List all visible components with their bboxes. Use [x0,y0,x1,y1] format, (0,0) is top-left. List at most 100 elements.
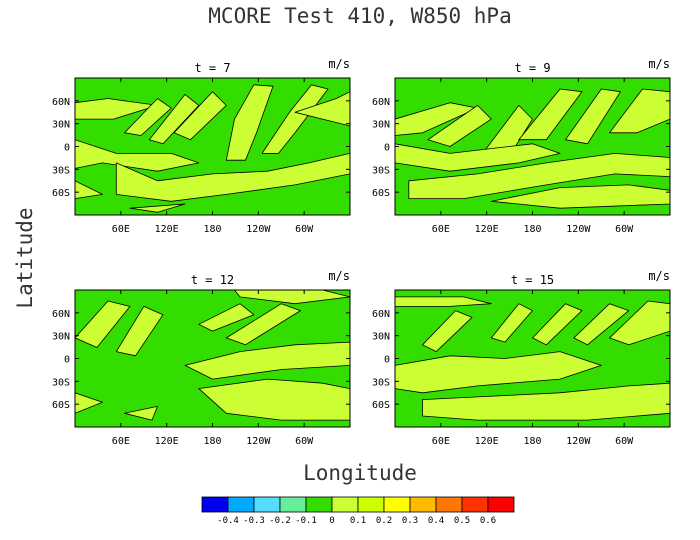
x-tick-label: 180 [523,224,541,235]
x-tick-label: 180 [203,436,221,447]
colorbar-label: 0.5 [454,516,470,526]
contour-region [234,290,350,305]
panel-units: m/s [328,57,350,71]
y-tick-label: 60N [372,97,390,108]
colorbar-swatch [409,496,437,513]
contour-region [124,98,172,136]
panel-units: m/s [328,269,350,283]
colorbar-swatch [487,496,515,513]
y-tick-label: 0 [384,355,390,366]
y-tick-label: 30N [372,120,390,131]
contour-region [573,303,630,346]
y-tick-label: 60S [52,400,70,411]
colorbar-swatch [383,496,411,513]
contour-region [609,88,670,134]
x-tick-label: 120W [566,436,591,447]
colorbar-swatch [461,496,489,513]
colorbar-label: -0.4 [217,516,239,526]
contour-region [75,300,131,348]
colorbar-label: -0.3 [243,516,265,526]
x-tick-label: 180 [203,224,221,235]
y-tick-label: 30N [372,332,390,343]
contour-region [427,105,492,147]
y-tick-label: 30N [52,120,70,131]
panel-units: m/s [648,269,670,283]
panel-2: t = 9 m/s 60E 120E 180 120W 60W 60N 30N 0 30S 60S [372,57,671,235]
y-tick-label: 60S [372,188,390,199]
x-tick-label: 60W [615,436,634,447]
contour-region [184,341,350,380]
y-tick-label: 0 [64,143,70,154]
contour-region [395,102,478,136]
x-tick-label: 60E [112,224,130,235]
x-tick-label: 120E [475,224,499,235]
y-axis-label: Latitude [13,207,37,308]
contour-region [75,139,200,172]
x-tick-label: 120E [155,224,179,235]
y-tick-label: 0 [384,143,390,154]
panel-title: t = 15 [511,273,554,287]
colorbar-swatch [227,496,255,513]
y-tick-label: 30S [52,165,70,176]
contour-region [294,91,350,127]
figure-title: MCORE Test 410, W850 hPa [208,4,511,28]
contour-region [115,152,350,202]
contour-region [198,378,350,421]
colorbar-swatch [357,496,385,513]
contour-region [75,392,103,414]
y-tick-label: 30N [52,332,70,343]
colorbar-swatch [279,496,307,513]
contour-fills [75,84,350,213]
contour-region [198,303,255,332]
x-tick-label: 60W [295,224,314,235]
colorbar-label: 0.6 [480,516,496,526]
panel-1: t = 7 m/s 60E 120E 180 120W 60W 60N 30N 0 30S 60S [52,57,351,235]
contour-region [609,300,670,346]
x-tick-label: 60E [432,436,450,447]
panel-title: t = 7 [194,61,230,75]
colorbar-label: 0.2 [376,516,392,526]
y-tick-label: 0 [64,355,70,366]
x-tick-label: 120E [155,436,179,447]
contour-region [148,94,200,145]
contour-region [408,152,670,200]
panel-4: t = 15 m/s 60E 120E 180 120W 60W 60N 30N 0 30S 60S [372,269,671,447]
y-tick-label: 60N [52,97,70,108]
contour-region [225,303,301,346]
x-tick-label: 60E [432,224,450,235]
x-tick-label: 180 [523,436,541,447]
x-tick-label: 60W [615,224,634,235]
contour-region [115,305,164,357]
colorbar-swatch [435,496,463,513]
x-tick-label: 60E [112,436,130,447]
colorbar-swatch [201,496,229,513]
contour-region [75,98,158,120]
contour-region [422,310,473,353]
contour-region [173,91,227,141]
y-tick-label: 60N [52,309,70,320]
contour-region [395,143,561,172]
panel-units: m/s [648,57,670,71]
colorbar-label: -0.1 [295,516,317,526]
x-tick-label: 120E [475,436,499,447]
contour-region [565,88,621,145]
x-tick-label: 120W [566,224,591,235]
contour-region [75,180,103,200]
colorbar-swatch [253,496,281,513]
colorbar-swatch [331,496,359,513]
y-tick-label: 30S [372,377,390,388]
contour-region [124,405,158,421]
contour-region [532,303,583,346]
x-axis-label: Longitude [303,461,417,485]
contour-region [129,203,186,213]
contour-region [518,88,583,141]
contour-fills [395,88,670,209]
y-tick-label: 60S [372,400,390,411]
x-tick-label: 120W [246,436,271,447]
contour-fills [75,290,350,421]
panel-title: t = 9 [514,61,550,75]
y-tick-label: 60S [52,188,70,199]
contour-fills [395,296,670,421]
contour-region [422,382,670,421]
colorbar-label: 0 [329,516,334,526]
